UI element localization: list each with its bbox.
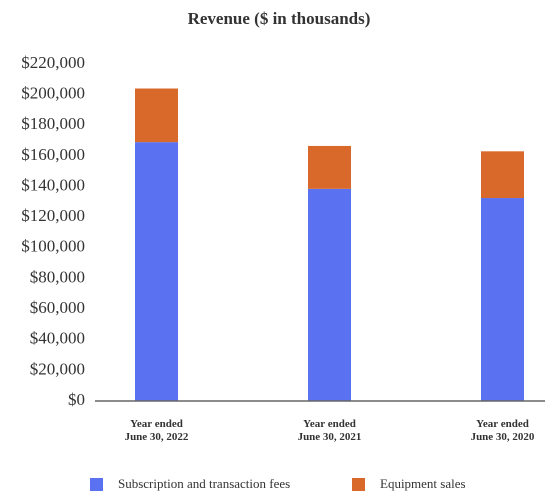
y-tick-label: $220,000 <box>21 53 85 72</box>
x-tick-label: Year ended June 30, 2022 <box>125 418 189 443</box>
y-tick-label: $40,000 <box>30 329 85 348</box>
y-tick-label: $120,000 <box>21 206 85 225</box>
legend-label: Subscription and transaction fees <box>118 476 290 491</box>
bar-segment <box>481 151 524 199</box>
y-tick-label: $100,000 <box>21 237 85 256</box>
y-tick-label: $160,000 <box>21 145 85 164</box>
bar-segment <box>135 142 178 401</box>
y-tick-label: $20,000 <box>30 359 85 378</box>
bar-segment <box>308 145 351 189</box>
bar-segment <box>135 88 178 143</box>
chart-title: Revenue ($ in thousands) <box>188 9 371 28</box>
x-tick-label: Year ended June 30, 2020 <box>471 418 535 443</box>
y-tick-label: $80,000 <box>30 267 85 286</box>
y-tick-label: $140,000 <box>21 175 85 194</box>
legend-swatch <box>352 478 365 491</box>
y-tick-label: $0 <box>68 390 85 409</box>
y-tick-label: $200,000 <box>21 84 85 103</box>
y-tick-label: $180,000 <box>21 114 85 133</box>
legend-label: Equipment sales <box>380 476 466 491</box>
bar-segment <box>308 188 351 401</box>
x-tick-label: Year ended June 30, 2021 <box>298 418 362 443</box>
y-tick-label: $60,000 <box>30 298 85 317</box>
bar-segment <box>481 198 524 401</box>
legend-swatch <box>90 478 103 491</box>
